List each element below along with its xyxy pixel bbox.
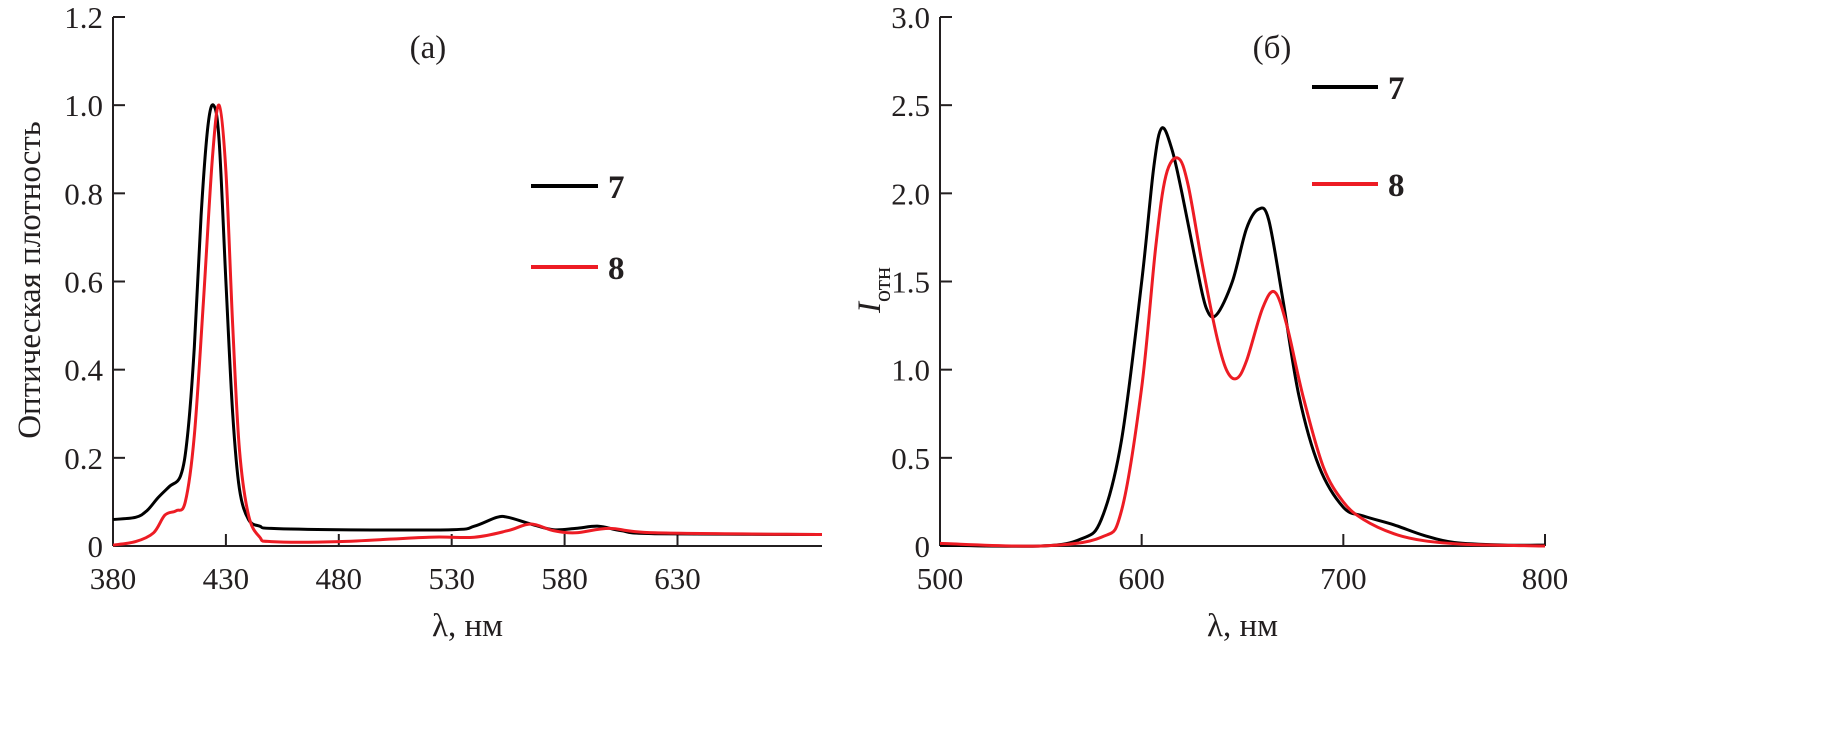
- y-tick-label: 3.0: [891, 0, 930, 35]
- x-tick-label: 430: [203, 561, 250, 596]
- panel-b: 0 0.5 1.0 1.5 2.0 2.5 3.0 500 600 700 800 λ, нм Iотн…: [852, 0, 1568, 644]
- series-line-8: [939, 156, 1546, 548]
- y-tick-label: 0: [915, 529, 931, 564]
- series-line-7: [112, 103, 823, 536]
- y-axis-label-subscript: отн: [870, 267, 896, 302]
- x-tick-label: 580: [541, 561, 588, 596]
- x-tick-label: 800: [1522, 561, 1569, 596]
- y-tick-label: 1.0: [891, 353, 930, 388]
- y-tick-label: 0.5: [891, 441, 930, 476]
- y-tick-label: 1.0: [64, 88, 103, 123]
- y-axis-label: Iотн: [852, 267, 896, 314]
- y-tick-label: 0: [88, 529, 104, 564]
- x-tick-label: 600: [1118, 561, 1165, 596]
- x-tick-label: 700: [1320, 561, 1367, 596]
- legend-label-7: 7: [608, 170, 625, 206]
- y-tick-label: 2.0: [891, 176, 930, 211]
- y-axis-label-main: Оптическая плотность: [12, 121, 48, 439]
- legend-label-7: 7: [1388, 71, 1405, 107]
- legend-label-8: 8: [608, 251, 625, 287]
- y-tick-label: 2.5: [891, 88, 930, 123]
- y-tick-label: 0.4: [64, 353, 103, 388]
- x-tick-label: 630: [654, 561, 701, 596]
- panel-label: (a): [410, 30, 447, 66]
- panel-a: 0 0.2 0.4 0.6 0.8 1.0 1.2 380 430 480 530 580 630 λ, …: [12, 0, 823, 644]
- x-tick-label: 480: [316, 561, 363, 596]
- y-axis-label-main: I: [852, 300, 888, 314]
- y-axis-label: Оптическая плотность: [12, 121, 48, 439]
- x-axis-label: λ, нм: [1207, 608, 1278, 644]
- series-line-8: [112, 103, 823, 547]
- panel-label: (б): [1253, 30, 1292, 66]
- x-axis-label: λ, нм: [432, 608, 503, 644]
- y-tick-label: 0.2: [64, 441, 103, 476]
- series-line-7: [939, 126, 1546, 548]
- x-tick-label: 500: [917, 561, 964, 596]
- x-tick-label: 380: [90, 561, 137, 596]
- legend-label-8: 8: [1388, 168, 1405, 204]
- y-tick-label: 0.6: [64, 265, 103, 300]
- y-tick-label: 1.2: [64, 0, 103, 35]
- y-tick-label: 0.8: [64, 176, 103, 211]
- y-tick-label: 1.5: [891, 265, 930, 300]
- x-tick-label: 530: [428, 561, 475, 596]
